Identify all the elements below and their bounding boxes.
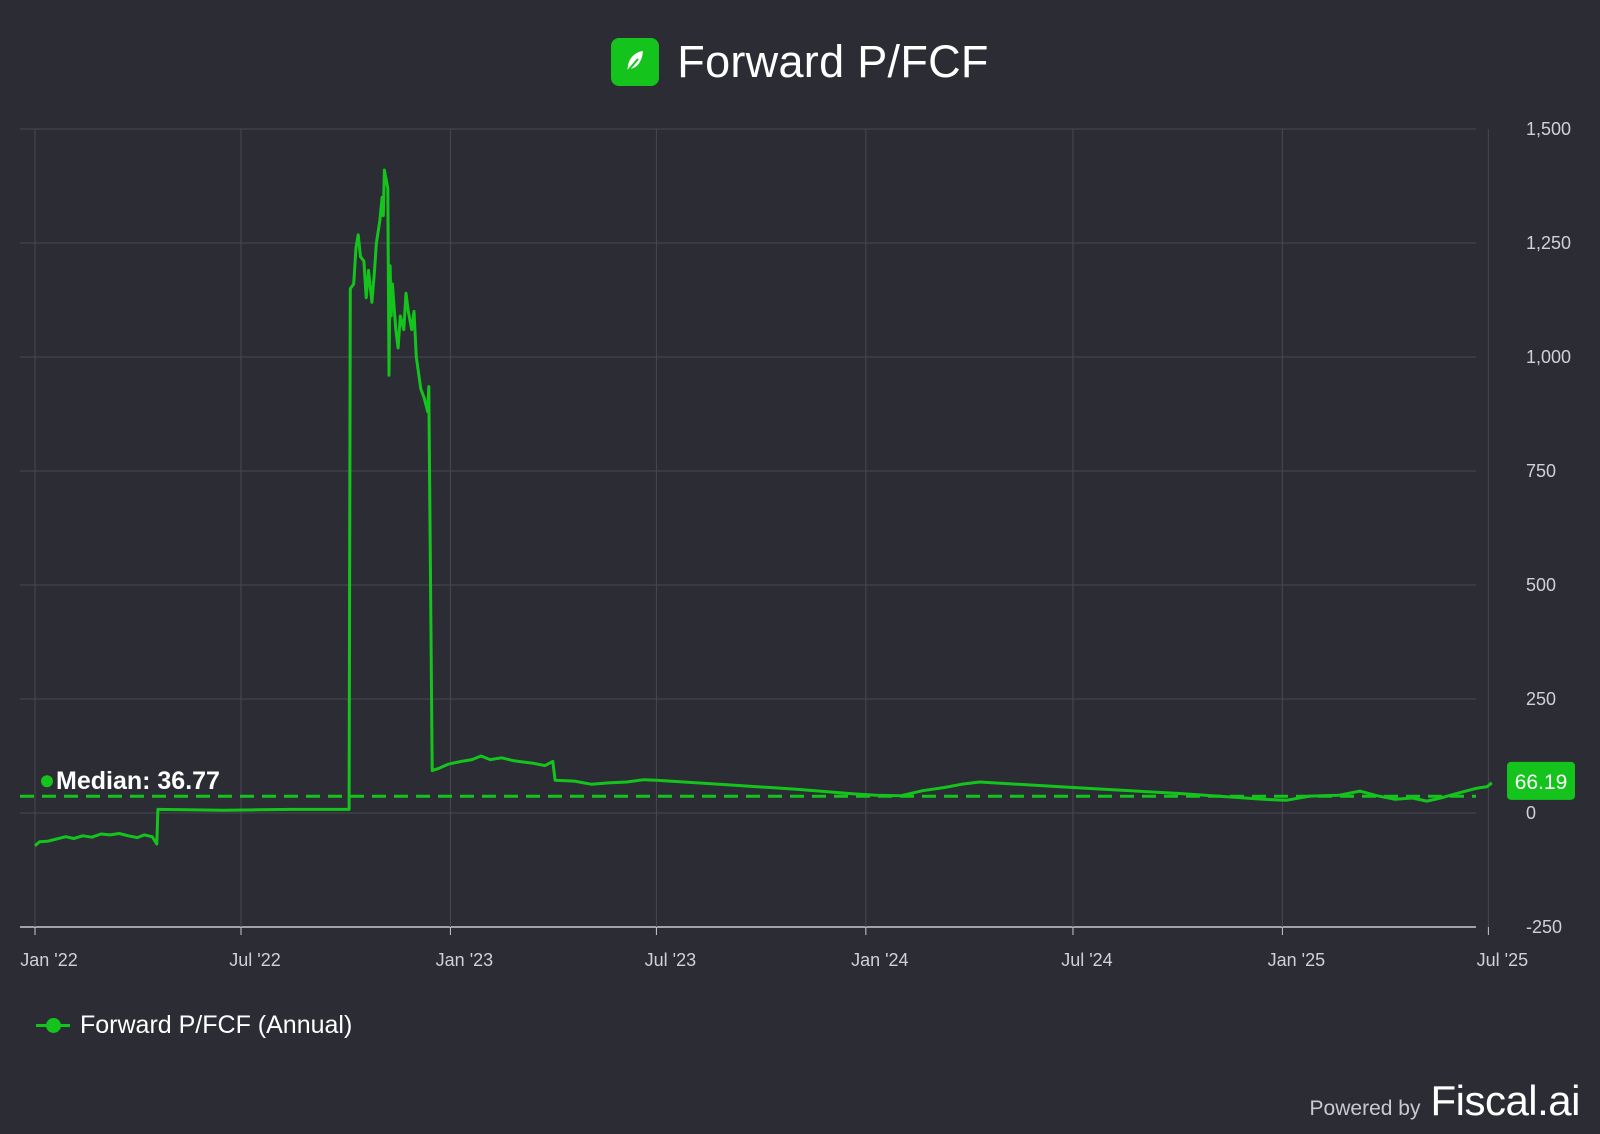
median-label: Median: 36.77 [56, 767, 220, 795]
last-value-label: 66.19 [1515, 771, 1568, 794]
y-tick-label: 1,500 [1526, 119, 1571, 139]
y-tick-label: 1,250 [1526, 233, 1571, 253]
legend-line-marker [36, 1017, 70, 1033]
y-tick-label: 0 [1526, 803, 1536, 823]
x-tick-label: Jul '25 [1477, 950, 1528, 970]
y-tick-label: -250 [1526, 917, 1562, 937]
x-tick-label: Jul '22 [229, 950, 280, 970]
powered-by-text: Powered by [1309, 1097, 1421, 1120]
x-tick-label: Jan '25 [1268, 950, 1325, 970]
y-tick-label: 250 [1526, 689, 1556, 709]
series-line [34, 168, 1493, 847]
chart-plot: Jan '22 Jul '22 Jan '23 Jul '23 Jan '24 Jul '… [20, 119, 1575, 970]
x-axis-ticks: Jan '22 Jul '22 Jan '23 Jul '23 Jan '24 Jul '… [20, 950, 1528, 970]
x-tick-label: Jul '23 [645, 950, 696, 970]
feather-icon [625, 51, 644, 74]
series-layer [34, 168, 1493, 847]
grid [20, 128, 1489, 935]
y-tick-label: 500 [1526, 575, 1556, 595]
x-tick-label: Jul '24 [1061, 950, 1112, 970]
y-axis-ticks: -250 0 250 500 750 1,000 1,250 1,500 [1526, 119, 1571, 937]
legend[interactable]: Forward P/FCF (Annual) [36, 1008, 352, 1042]
median-dot [41, 775, 53, 788]
legend-dot-marker [46, 1017, 61, 1033]
chart-header: Forward P/FCF [0, 34, 1600, 90]
x-tick-label: Jan '23 [436, 950, 493, 970]
x-tick-label: Jan '24 [851, 950, 908, 970]
powered-by-branding[interactable]: Powered by Fiscal.ai [1309, 1077, 1581, 1124]
median-layer: Median: 36.77 66.19 [20, 761, 1575, 800]
chart-title: Forward P/FCF [677, 36, 989, 87]
last-value-badge [1507, 761, 1575, 800]
y-tick-label: 750 [1526, 461, 1556, 481]
brand-logo-text: Fiscal.ai [1430, 1077, 1580, 1124]
y-tick-label: 1,000 [1526, 347, 1571, 367]
logo-badge [611, 38, 660, 86]
x-tick-label: Jan '22 [20, 950, 77, 970]
legend-label: Forward P/FCF (Annual) [80, 1010, 353, 1039]
